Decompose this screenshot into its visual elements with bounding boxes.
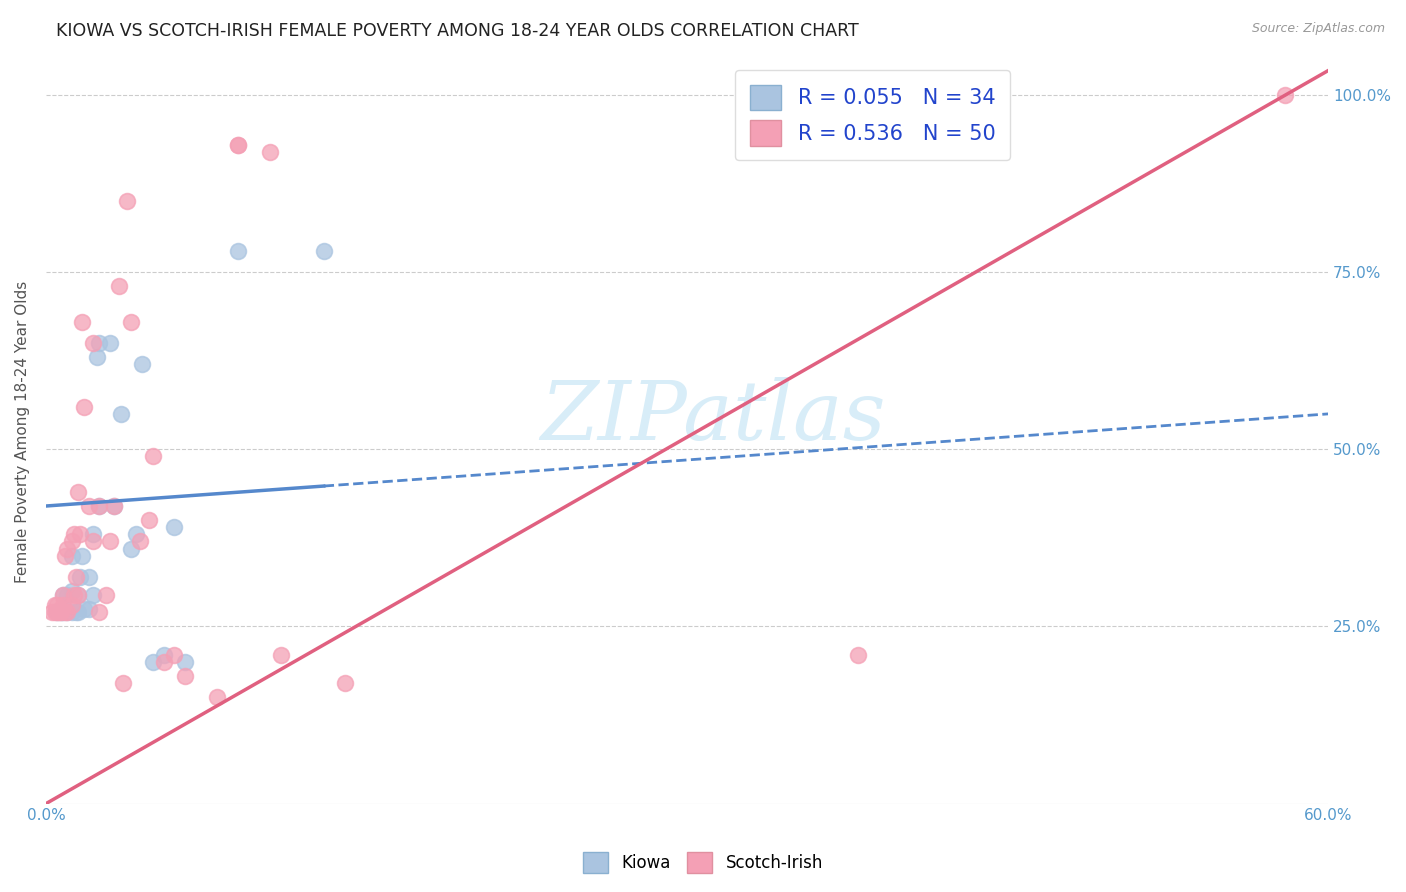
Point: [1274, 88, 1296, 103]
Point: [53, 605, 76, 619]
Point: [173, 655, 195, 669]
Point: [66, 605, 89, 619]
Point: [86, 350, 108, 364]
Legend: R = 0.055   N = 34, R = 0.536   N = 50: R = 0.055 N = 34, R = 0.536 N = 50: [735, 70, 1010, 161]
Point: [82, 527, 104, 541]
Point: [89, 605, 111, 619]
Point: [41, 605, 63, 619]
Point: [45, 605, 67, 619]
Point: [52, 588, 75, 602]
Point: [56, 541, 79, 556]
Point: [77, 570, 100, 584]
Point: [77, 601, 100, 615]
Point: [60, 549, 83, 563]
Point: [89, 499, 111, 513]
Point: [120, 541, 142, 556]
Point: [129, 534, 152, 549]
Point: [69, 570, 91, 584]
Point: [77, 499, 100, 513]
Point: [72, 549, 94, 563]
Point: [226, 244, 249, 258]
Text: Source: ZipAtlas.com: Source: ZipAtlas.com: [1251, 22, 1385, 36]
Point: [82, 336, 104, 351]
Point: [98, 534, 121, 549]
Point: [62, 588, 84, 602]
Point: [115, 194, 138, 209]
Point: [56, 605, 79, 619]
Point: [72, 315, 94, 329]
Point: [226, 137, 249, 152]
Point: [52, 605, 75, 619]
Point: [66, 588, 89, 602]
Point: [44, 605, 66, 619]
Text: ZIPatlas: ZIPatlas: [540, 376, 886, 457]
Y-axis label: Female Poverty Among 18-24 Year Olds: Female Poverty Among 18-24 Year Olds: [15, 280, 30, 582]
Point: [163, 520, 186, 534]
Point: [103, 499, 125, 513]
Point: [103, 499, 125, 513]
Point: [138, 513, 160, 527]
Point: [60, 584, 83, 599]
Point: [111, 676, 134, 690]
Point: [56, 588, 79, 602]
Legend: Kiowa, Scotch-Irish: Kiowa, Scotch-Irish: [576, 846, 830, 880]
Point: [65, 605, 87, 619]
Point: [333, 676, 356, 690]
Point: [152, 655, 174, 669]
Point: [226, 137, 249, 152]
Point: [66, 588, 89, 602]
Point: [107, 279, 129, 293]
Point: [120, 315, 142, 329]
Point: [60, 598, 83, 612]
Point: [142, 655, 165, 669]
Point: [173, 669, 195, 683]
Point: [312, 244, 335, 258]
Point: [205, 690, 228, 705]
Point: [53, 549, 76, 563]
Point: [846, 648, 869, 662]
Point: [110, 407, 132, 421]
Point: [974, 137, 997, 152]
Point: [125, 527, 148, 541]
Point: [69, 527, 91, 541]
Point: [270, 648, 292, 662]
Point: [89, 336, 111, 351]
Point: [49, 605, 72, 619]
Point: [98, 336, 121, 351]
Point: [73, 601, 96, 615]
Point: [131, 357, 153, 371]
Point: [163, 648, 186, 662]
Point: [89, 499, 111, 513]
Point: [52, 598, 75, 612]
Point: [52, 588, 75, 602]
Point: [60, 534, 83, 549]
Point: [45, 598, 67, 612]
Point: [259, 145, 281, 159]
Text: KIOWA VS SCOTCH-IRISH FEMALE POVERTY AMONG 18-24 YEAR OLDS CORRELATION CHART: KIOWA VS SCOTCH-IRISH FEMALE POVERTY AMO…: [56, 22, 859, 40]
Point: [56, 605, 79, 619]
Point: [49, 605, 72, 619]
Point: [65, 570, 87, 584]
Point: [45, 605, 67, 619]
Point: [48, 605, 70, 619]
Point: [142, 450, 165, 464]
Point: [82, 534, 104, 549]
Point: [94, 588, 117, 602]
Point: [60, 605, 83, 619]
Point: [73, 400, 96, 414]
Point: [62, 527, 84, 541]
Point: [152, 648, 174, 662]
Point: [82, 588, 104, 602]
Point: [66, 484, 89, 499]
Point: [44, 598, 66, 612]
